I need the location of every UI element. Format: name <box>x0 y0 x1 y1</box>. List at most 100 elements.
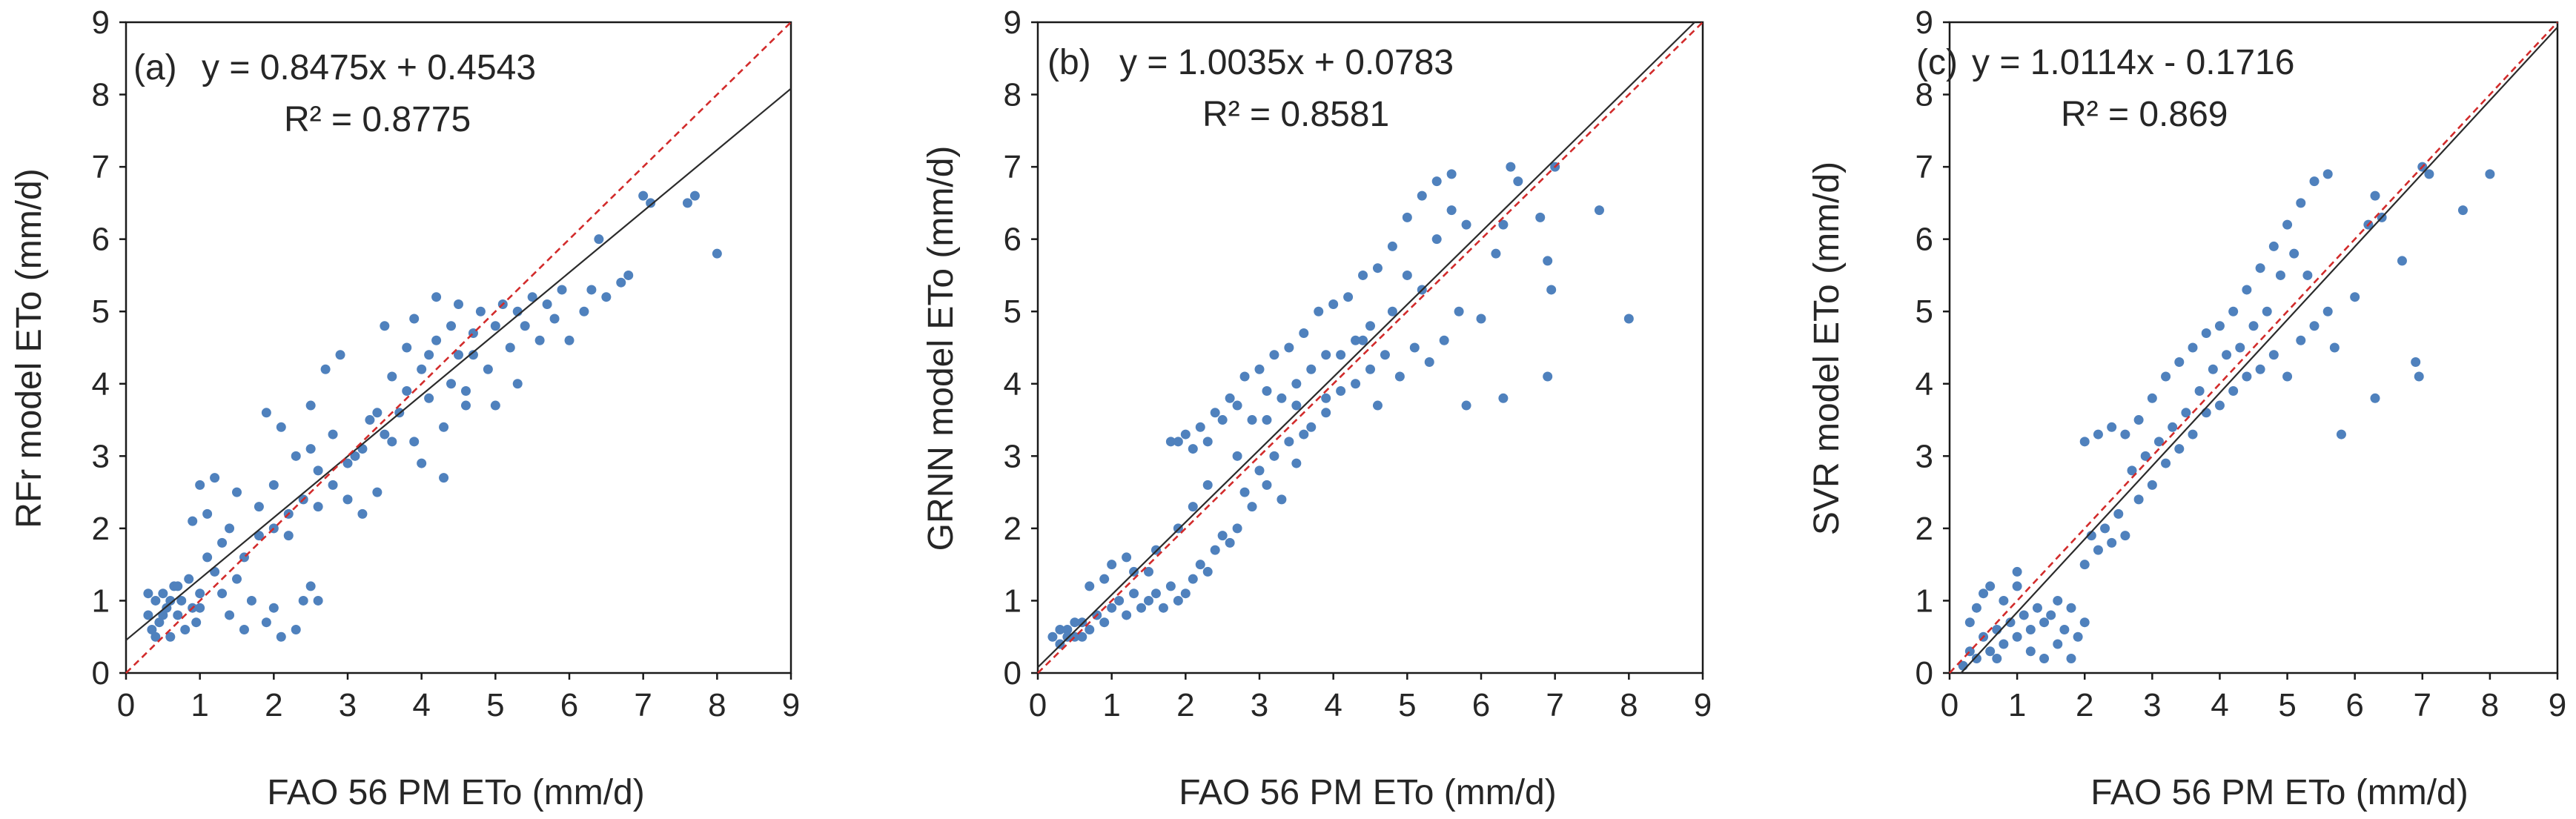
panel-c-data-point <box>2153 437 2164 447</box>
panel-c-data-point <box>1971 653 1981 663</box>
panel-b-data-point <box>1314 306 1324 316</box>
panel-c-y-tick-label: 7 <box>1916 149 1933 185</box>
panel-c-x-tick-label: 0 <box>1941 687 1959 723</box>
panel-a-data-point <box>143 610 153 620</box>
panel-c-data-point <box>1999 639 2009 649</box>
panel-c-data-point <box>2268 350 2279 360</box>
panel-c-data-point <box>2066 653 2076 663</box>
panel-c-data-point <box>2120 429 2130 440</box>
panel-a-regression-line <box>125 87 792 641</box>
panel-a-data-point <box>365 415 375 425</box>
panel-a-data-point <box>210 473 220 483</box>
panel-a-data-point <box>579 306 589 316</box>
panel-b-frame <box>1036 21 1704 674</box>
panel-a-data-point <box>202 508 213 519</box>
panel-b-data-point <box>1180 429 1191 440</box>
panel-c-data-point <box>2025 624 2036 634</box>
panel-b-data-point <box>1321 408 1331 418</box>
panel-b-data-point <box>1454 306 1464 316</box>
panel-b-data-point <box>1202 480 1213 490</box>
panel-c-data-point <box>1999 595 2009 606</box>
panel-c-data-point <box>1964 617 1975 628</box>
panel-b-data-point <box>1173 595 1183 606</box>
panel-c-data-point <box>2174 357 2185 368</box>
panel-c-data-point <box>2073 631 2083 642</box>
panel-a-data-point <box>165 631 176 642</box>
panel-b-data-point <box>1543 256 1553 266</box>
panel-a-y-tick-label: 1 <box>92 583 110 619</box>
panel-b-data-point <box>1351 379 1361 389</box>
panel-b-data-point <box>1506 162 1516 172</box>
panel-b-data-point <box>1247 502 1257 512</box>
panel-a-data-point <box>150 631 161 642</box>
panel-a-data-point <box>646 198 656 208</box>
panel-b: 00 1 1 2 2 3 3 4 4 5 5 6 6 7 7 8 8 9 9 (b) y = 1.0035x + 0… <box>921 4 1712 812</box>
panel-b-data-point <box>1513 176 1523 187</box>
panel-c-data-point <box>2201 408 2211 418</box>
panel-a-data-point <box>143 588 153 599</box>
panel-b-data-point <box>1232 451 1242 461</box>
panel-b-data-point <box>1239 487 1250 497</box>
panel-a: 00 1 1 2 2 3 3 4 4 5 5 6 6 7 7 8 8 9 9 (a) y = 0.8475x + 0… <box>10 4 800 812</box>
panel-b-y-tick-label: 5 <box>1004 294 1022 330</box>
panel-c-data-point <box>2296 198 2306 208</box>
panel-a-data-point <box>409 314 420 324</box>
panel-b-y-title: GRNN model ETo (mm/d) <box>921 146 961 551</box>
panel-a-data-point <box>372 487 383 497</box>
panel-b-data-point <box>1336 350 1346 360</box>
panel-b-data-point <box>1188 574 1198 584</box>
panel-b-data-point <box>1299 429 1309 440</box>
panel-a-data-point <box>298 595 308 606</box>
panel-a-data-point <box>195 588 205 599</box>
panel-c-data-point <box>2133 415 2144 425</box>
panel-b-data-point <box>1269 451 1279 461</box>
panel-a-data-point <box>564 335 575 345</box>
panel-b-y-tick-label: 2 <box>1004 511 1022 547</box>
panel-b-data-point <box>1277 494 1287 505</box>
panel-b-x-tick-label: 5 <box>1398 687 1416 723</box>
panel-a-data-point <box>534 335 545 345</box>
panel-b-data-point <box>1291 400 1302 411</box>
panel-a-data-point <box>176 595 187 606</box>
panel-a-data-point <box>689 190 700 201</box>
panel-b-x-tick-label: 7 <box>1546 687 1563 723</box>
panel-c-data-point <box>2012 566 2022 577</box>
panel-b-data-point <box>1262 480 1272 490</box>
panel-b-points <box>1047 162 1634 649</box>
panel-c-data-point <box>2093 429 2103 440</box>
panel-a-data-point <box>402 386 412 397</box>
panel-b-data-point <box>1269 350 1279 360</box>
panel-c-y-tick-label: 2 <box>1916 511 1933 547</box>
panel-a-y-tick-label: 2 <box>92 511 110 547</box>
panel-a-equation: y = 0.8475x + 0.4543 <box>202 48 536 87</box>
panel-a-y-tick-label: 9 <box>92 4 110 41</box>
panel-c-data-point <box>2046 610 2056 620</box>
panel-b-data-point <box>1498 219 1509 230</box>
panel-b-data-point <box>1195 560 1205 570</box>
panel-c-data-point <box>2242 285 2252 295</box>
panel-b-data-point <box>1129 566 1139 577</box>
panel-c-y-tick-label: 3 <box>1916 438 1933 474</box>
panel-c-data-point <box>2275 270 2285 280</box>
panel-a-data-point <box>202 552 213 563</box>
panel-b-regression-line <box>1037 21 1695 669</box>
panel-a-data-point <box>387 437 397 447</box>
panel-b-data-point <box>1461 219 1471 230</box>
panel-b-data-point <box>1439 335 1449 345</box>
panel-b-data-point <box>1165 437 1176 447</box>
panel-b-data-point <box>1380 350 1390 360</box>
panel-b-data-point <box>1062 624 1073 634</box>
panel-b-data-point <box>1122 552 1132 563</box>
panel-a-data-point <box>616 277 626 288</box>
panel-a-data-point <box>594 234 604 245</box>
panel-c-frame <box>1948 21 2559 674</box>
panel-c: 00 1 1 2 2 3 3 4 4 5 5 6 6 7 7 8 8 9 9 (c) y = 1.0114x - 0… <box>1807 4 2566 812</box>
panel-b-data-point <box>1055 624 1065 634</box>
panel-c-data-point <box>2248 321 2259 331</box>
panel-c-data-point <box>2302 270 2313 280</box>
panel-a-data-point <box>380 429 390 440</box>
panel-a-data-point <box>527 292 537 302</box>
panel-c-y-tick-label: 1 <box>1916 583 1933 619</box>
panel-a-data-point <box>417 364 427 374</box>
panel-c-data-point <box>2053 595 2063 606</box>
